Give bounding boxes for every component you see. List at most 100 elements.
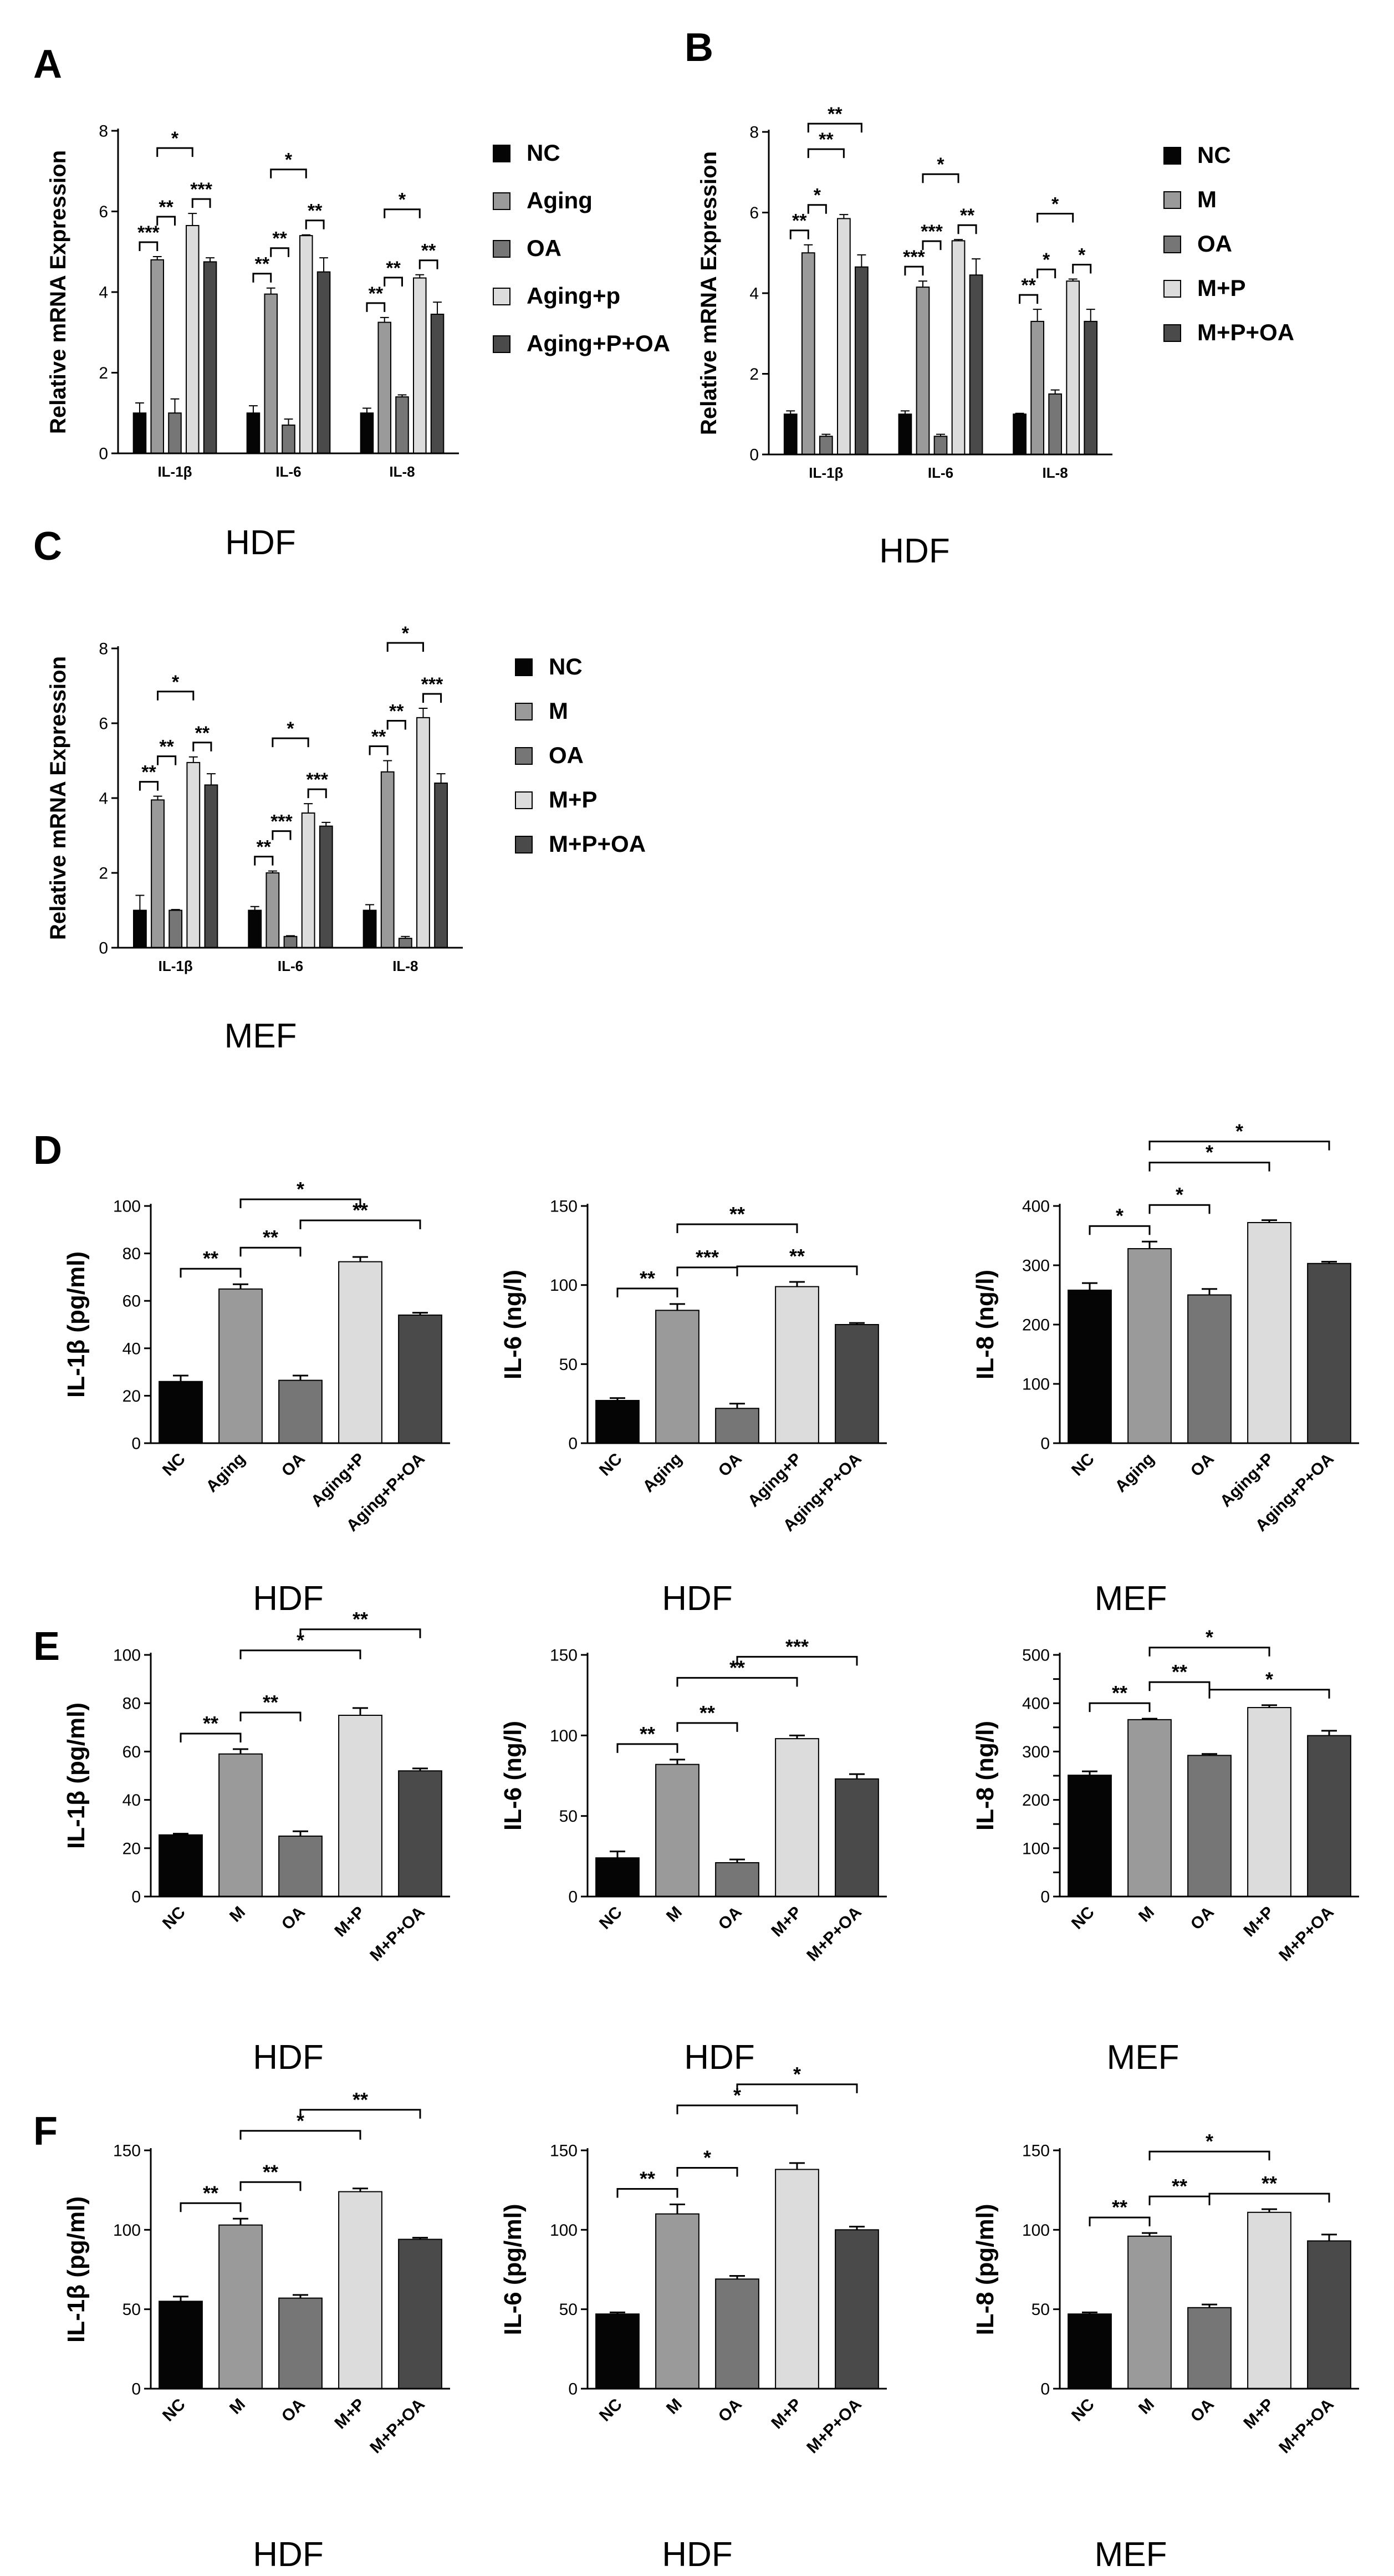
bar-m-p: [338, 1715, 382, 1897]
y-axis-label: IL-6 (ng/l): [499, 1721, 527, 1831]
y-tick-label: 150: [1022, 2142, 1050, 2160]
significance-label: **: [263, 1226, 278, 1249]
chart-caption: HDF: [225, 524, 295, 562]
significance-bracket: [736, 2083, 858, 2093]
significance-bracket: [270, 168, 307, 178]
significance-label: *: [1206, 2130, 1213, 2153]
x-category-label: IL-6: [275, 463, 301, 480]
significance-label: **: [263, 2160, 278, 2183]
legend-label: M+P+OA: [1197, 319, 1294, 345]
x-category-label: IL-8: [1043, 464, 1068, 481]
y-axis-label: IL-8 (ng/l): [972, 1270, 999, 1379]
bar-oa: [933, 436, 948, 456]
x-category-label: IL-1β: [159, 958, 193, 974]
bar-m: [916, 287, 930, 456]
y-axis-label: Relative mRNA Expression: [697, 151, 721, 435]
legend-swatch: [493, 335, 510, 353]
y-tick-label: 0: [131, 1435, 141, 1453]
y-tick-label: 50: [559, 1356, 578, 1374]
y-tick-label: 0: [131, 2380, 141, 2399]
y-tick-label: 150: [550, 1647, 578, 1665]
bar-aging: [218, 1288, 263, 1444]
chart-caption: HDF: [253, 1580, 323, 1618]
legend-swatch: [1163, 324, 1181, 342]
bar-oa: [819, 436, 833, 456]
bar-nc: [360, 412, 374, 454]
y-tick-label: 0: [1040, 1435, 1050, 1453]
significance-bracket: [272, 830, 292, 840]
legend-swatch: [493, 288, 510, 305]
bar-m-p: [775, 2169, 819, 2389]
significance-bracket: [1072, 264, 1092, 274]
significance-bracket: [957, 224, 977, 234]
bar-nc: [132, 909, 147, 948]
significance-label: *: [297, 1178, 304, 1200]
significance-label: **: [421, 241, 436, 262]
significance-bracket: [418, 259, 438, 269]
y-tick-label: 100: [113, 1198, 141, 1216]
y-tick-label: 2: [99, 865, 108, 883]
bar-aging-p: [413, 277, 427, 454]
bar-oa: [168, 412, 182, 454]
significance-bracket: [386, 720, 406, 730]
y-axis-label: IL-6 (ng/l): [499, 1270, 527, 1379]
bar-nc: [595, 1399, 640, 1444]
y-tick-label: 100: [1022, 2221, 1050, 2240]
significance-bracket: [1208, 1689, 1330, 1699]
significance-bracket: [1089, 2216, 1151, 2227]
y-tick-label: 6: [99, 715, 108, 733]
significance-bracket: [676, 2104, 798, 2114]
y-tick-label: 8: [99, 640, 108, 658]
significance-label: ***: [190, 179, 212, 200]
y-tick-label: 50: [559, 2301, 578, 2319]
chart-caption: MEF: [224, 1017, 297, 1055]
significance-label: ***: [270, 811, 293, 832]
bar-m-p-oa: [835, 1778, 879, 1897]
bar-nc: [1013, 413, 1027, 455]
significance-label: **: [640, 1267, 655, 1290]
y-tick-label: 2: [749, 365, 759, 384]
significance-bracket: [1148, 1204, 1211, 1214]
bar-nc: [1068, 2313, 1112, 2389]
legend-swatch: [1163, 280, 1181, 298]
significance-bracket: [616, 1287, 678, 1297]
x-category-label: IL-6: [928, 464, 953, 481]
bar-m-p-oa: [1307, 2240, 1351, 2389]
bar-m-p: [301, 812, 315, 948]
y-tick-label: 60: [122, 1292, 141, 1311]
legend-swatch: [515, 658, 533, 676]
legend-label: NC: [549, 653, 583, 679]
significance-label: **: [263, 1691, 278, 1714]
significance-label: *: [285, 150, 293, 171]
bar-oa: [1187, 1755, 1232, 1897]
bar-aging-p: [299, 235, 313, 454]
y-tick-label: 0: [1040, 2380, 1050, 2399]
significance-label: **: [272, 228, 287, 249]
significance-label: **: [203, 2181, 218, 2204]
significance-label: **: [386, 258, 401, 279]
bar-aging: [377, 321, 392, 454]
y-tick-label: 0: [99, 445, 108, 463]
y-axis-label: IL-8 (pg/ml): [972, 2204, 999, 2335]
bar-m-p: [338, 2191, 382, 2390]
bar-m-p: [775, 1738, 819, 1898]
bar-aging: [150, 259, 165, 454]
significance-bracket: [676, 2166, 738, 2177]
chart-caption: HDF: [879, 532, 949, 570]
y-tick-label: 40: [122, 1791, 141, 1810]
significance-bracket: [904, 265, 924, 276]
bar-oa: [395, 396, 409, 454]
significance-label: **: [1021, 275, 1036, 296]
significance-bracket: [789, 229, 809, 239]
bar-oa: [278, 1379, 323, 1444]
significance-label: **: [353, 2088, 368, 2111]
bar-nc: [362, 909, 377, 948]
significance-label: *: [172, 672, 180, 693]
significance-bracket: [1148, 1141, 1330, 1151]
chart-panel-a-0: 0 2 4 6 8 Relative mRNA Expression IL-1β IL-6 IL…: [46, 122, 670, 563]
bar-m-p: [837, 218, 851, 455]
significance-label: **: [640, 1723, 655, 1745]
bar-aging-p-oa: [835, 1324, 879, 1444]
bar-nc: [595, 2313, 640, 2389]
significance-bracket: [616, 2187, 678, 2198]
